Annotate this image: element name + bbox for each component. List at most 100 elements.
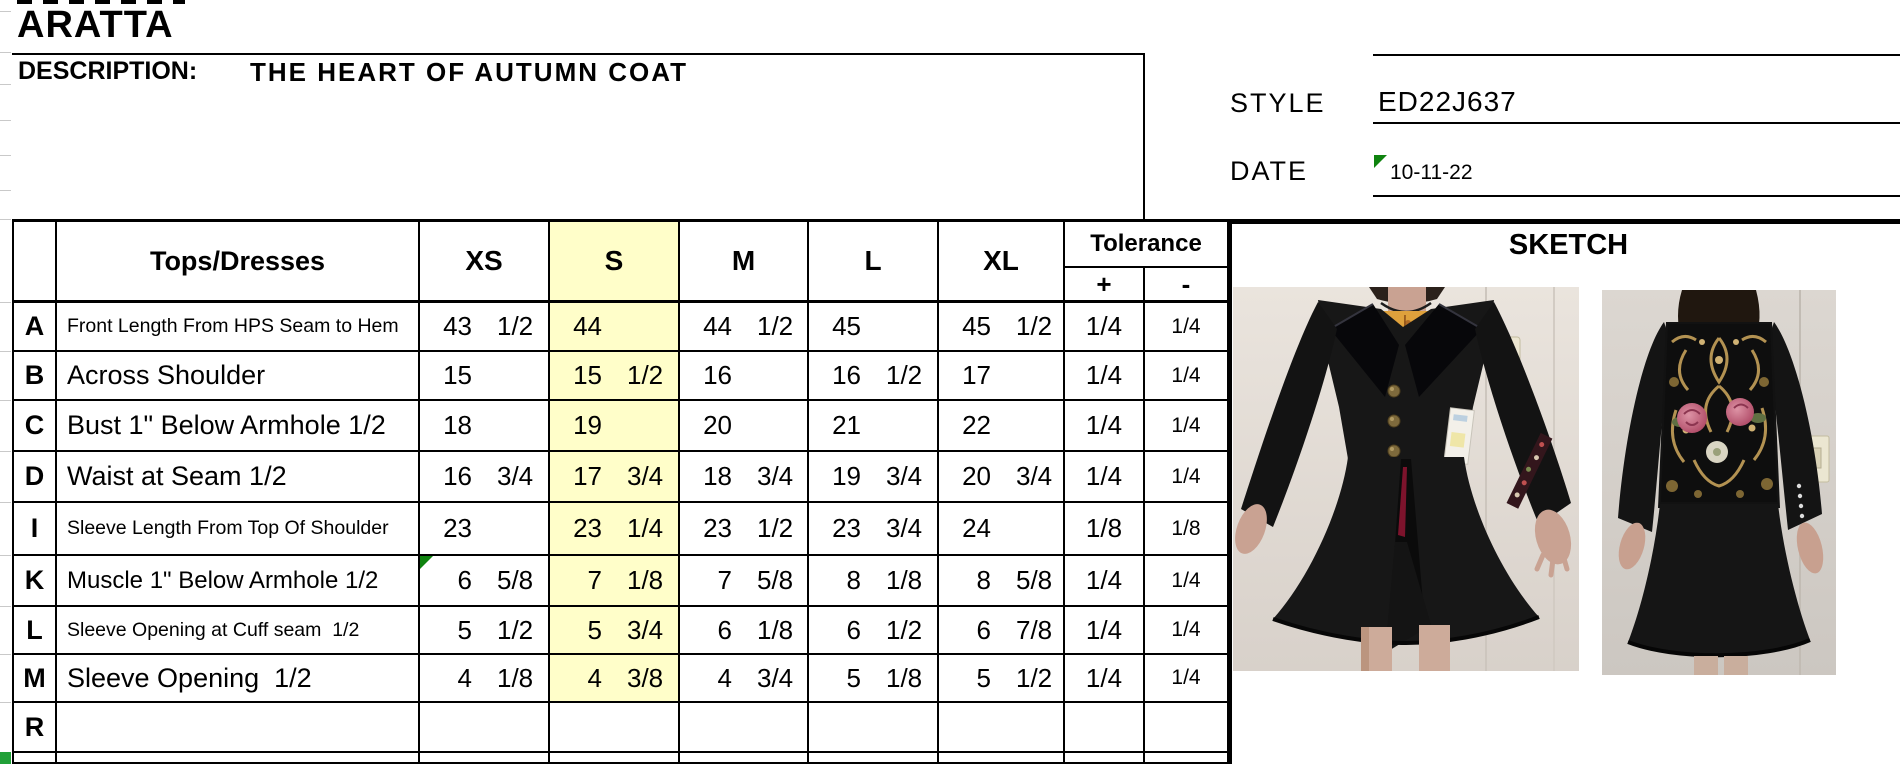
partial-row-cell[interactable]: [57, 753, 420, 764]
tolerance-minus-cell[interactable]: 1/4: [1145, 655, 1229, 703]
description-label[interactable]: DESCRIPTION:: [18, 57, 198, 85]
size-value-cell[interactable]: 5 3/4: [550, 607, 680, 655]
back-view-photo[interactable]: [1602, 290, 1836, 675]
measurement-name-cell[interactable]: Front Length From HPS Seam to Hem: [57, 303, 420, 352]
size-value-cell[interactable]: [420, 703, 550, 753]
measurement-name-cell[interactable]: Sleeve Length From Top Of Shoulder: [57, 503, 420, 556]
size-value-cell[interactable]: 7 1/8: [550, 556, 680, 607]
size-value-cell[interactable]: 6 7/8: [939, 607, 1065, 655]
row-letter-cell[interactable]: K: [14, 556, 57, 607]
size-value-cell[interactable]: 17: [939, 352, 1065, 401]
partial-row-cell[interactable]: [1065, 753, 1145, 764]
measurement-name-cell[interactable]: Across Shoulder: [57, 352, 420, 401]
tolerance-minus-cell[interactable]: 1/4: [1145, 303, 1229, 352]
description-value[interactable]: THE HEART OF AUTUMN COAT: [250, 57, 688, 87]
size-value-cell[interactable]: 18 3/4: [680, 452, 809, 503]
size-value-cell[interactable]: [550, 703, 680, 753]
size-value-cell[interactable]: 15 1/2: [550, 352, 680, 401]
size-header-s[interactable]: S: [550, 222, 680, 303]
size-value-cell[interactable]: 5 1/2: [420, 607, 550, 655]
size-value-cell[interactable]: 44: [550, 303, 680, 352]
size-value-cell[interactable]: 16 3/4: [420, 452, 550, 503]
tolerance-plus-cell[interactable]: 1/4: [1065, 452, 1145, 503]
size-value-cell[interactable]: 21: [809, 401, 939, 452]
size-value-cell[interactable]: 17 3/4: [550, 452, 680, 503]
size-value-cell[interactable]: 44 1/2: [680, 303, 809, 352]
size-value-cell[interactable]: [939, 703, 1065, 753]
tolerance-minus-cell[interactable]: 1/4: [1145, 556, 1229, 607]
size-value-cell[interactable]: 16: [680, 352, 809, 401]
size-value-cell[interactable]: 19 3/4: [809, 452, 939, 503]
size-value-cell[interactable]: 4 3/4: [680, 655, 809, 703]
row-letter-cell[interactable]: C: [14, 401, 57, 452]
size-value-cell[interactable]: 19: [550, 401, 680, 452]
size-value-cell[interactable]: 4 3/8: [550, 655, 680, 703]
measurement-name-cell[interactable]: Sleeve Opening 1/2: [57, 655, 420, 703]
size-value-cell[interactable]: 45: [809, 303, 939, 352]
size-header-xl[interactable]: XL: [939, 222, 1065, 303]
row-letter-cell[interactable]: A: [14, 303, 57, 352]
partial-row-cell[interactable]: [680, 753, 809, 764]
tolerance-label[interactable]: Tolerance: [1065, 222, 1227, 268]
size-value-cell[interactable]: 8 1/8: [809, 556, 939, 607]
style-label[interactable]: STYLE: [1230, 88, 1326, 118]
size-value-cell[interactable]: 23 3/4: [809, 503, 939, 556]
tolerance-plus-cell[interactable]: 1/8: [1065, 503, 1145, 556]
partial-row-cell[interactable]: [1145, 753, 1229, 764]
tolerance-minus-cell[interactable]: 1/4: [1145, 352, 1229, 401]
partial-row-cell[interactable]: [939, 753, 1065, 764]
partial-row-cell[interactable]: [14, 753, 57, 764]
tolerance-plus-header[interactable]: +: [1065, 268, 1145, 300]
tolerance-plus-cell[interactable]: 1/4: [1065, 607, 1145, 655]
size-value-cell[interactable]: 24: [939, 503, 1065, 556]
size-value-cell[interactable]: 20 3/4: [939, 452, 1065, 503]
row-letter-cell[interactable]: L: [14, 607, 57, 655]
tolerance-minus-header[interactable]: -: [1181, 268, 1191, 299]
category-header[interactable]: Tops/Dresses: [57, 222, 420, 303]
row-letter-cell[interactable]: M: [14, 655, 57, 703]
size-value-cell[interactable]: 6 1/2: [809, 607, 939, 655]
measurement-name-cell[interactable]: Muscle 1" Below Armhole 1/2: [57, 556, 420, 607]
row-letter-cell[interactable]: I: [14, 503, 57, 556]
measurement-name-cell[interactable]: Bust 1" Below Armhole 1/2: [57, 401, 420, 452]
date-label[interactable]: DATE: [1230, 156, 1309, 186]
row-letter-cell[interactable]: D: [14, 452, 57, 503]
partial-row-cell[interactable]: [809, 753, 939, 764]
size-value-cell[interactable]: 6 5/8: [420, 556, 550, 607]
measurement-name-cell[interactable]: Sleeve Opening at Cuff seam 1/2: [57, 607, 420, 655]
size-value-cell[interactable]: 20: [680, 401, 809, 452]
row-letter-cell[interactable]: R: [14, 703, 57, 753]
tolerance-plus-cell[interactable]: 1/4: [1065, 655, 1145, 703]
size-value-cell[interactable]: 6 1/8: [680, 607, 809, 655]
style-value[interactable]: ED22J637: [1378, 86, 1517, 117]
size-value-cell[interactable]: 23: [420, 503, 550, 556]
size-value-cell[interactable]: 7 5/8: [680, 556, 809, 607]
partial-row-cell[interactable]: [420, 753, 550, 764]
tolerance-minus-cell[interactable]: 1/4: [1145, 401, 1229, 452]
corner-header-cell[interactable]: [14, 222, 57, 303]
tolerance-minus-cell[interactable]: 1/8: [1145, 503, 1229, 556]
size-value-cell[interactable]: 22: [939, 401, 1065, 452]
size-value-cell[interactable]: 45 1/2: [939, 303, 1065, 352]
size-value-cell[interactable]: 43 1/2: [420, 303, 550, 352]
row-letter-cell[interactable]: B: [14, 352, 57, 401]
front-view-photo[interactable]: [1233, 287, 1579, 671]
tolerance-minus-cell[interactable]: [1145, 703, 1229, 753]
tolerance-plus-cell[interactable]: 1/4: [1065, 303, 1145, 352]
size-value-cell[interactable]: 4 1/8: [420, 655, 550, 703]
partial-row-cell[interactable]: [550, 753, 680, 764]
tolerance-minus-cell[interactable]: 1/4: [1145, 607, 1229, 655]
tolerance-plus-cell[interactable]: 1/4: [1065, 556, 1145, 607]
measurement-name-cell[interactable]: [57, 703, 420, 753]
tolerance-plus-cell[interactable]: 1/4: [1065, 401, 1145, 452]
size-value-cell[interactable]: 15: [420, 352, 550, 401]
measurement-name-cell[interactable]: Waist at Seam 1/2: [57, 452, 420, 503]
size-value-cell[interactable]: 23 1/4: [550, 503, 680, 556]
size-value-cell[interactable]: 18: [420, 401, 550, 452]
size-header-xs[interactable]: XS: [420, 222, 550, 303]
tolerance-plus-cell[interactable]: [1065, 703, 1145, 753]
size-value-cell[interactable]: 5 1/2: [939, 655, 1065, 703]
tolerance-plus-cell[interactable]: 1/4: [1065, 352, 1145, 401]
size-value-cell[interactable]: 16 1/2: [809, 352, 939, 401]
size-header-m[interactable]: M: [680, 222, 809, 303]
